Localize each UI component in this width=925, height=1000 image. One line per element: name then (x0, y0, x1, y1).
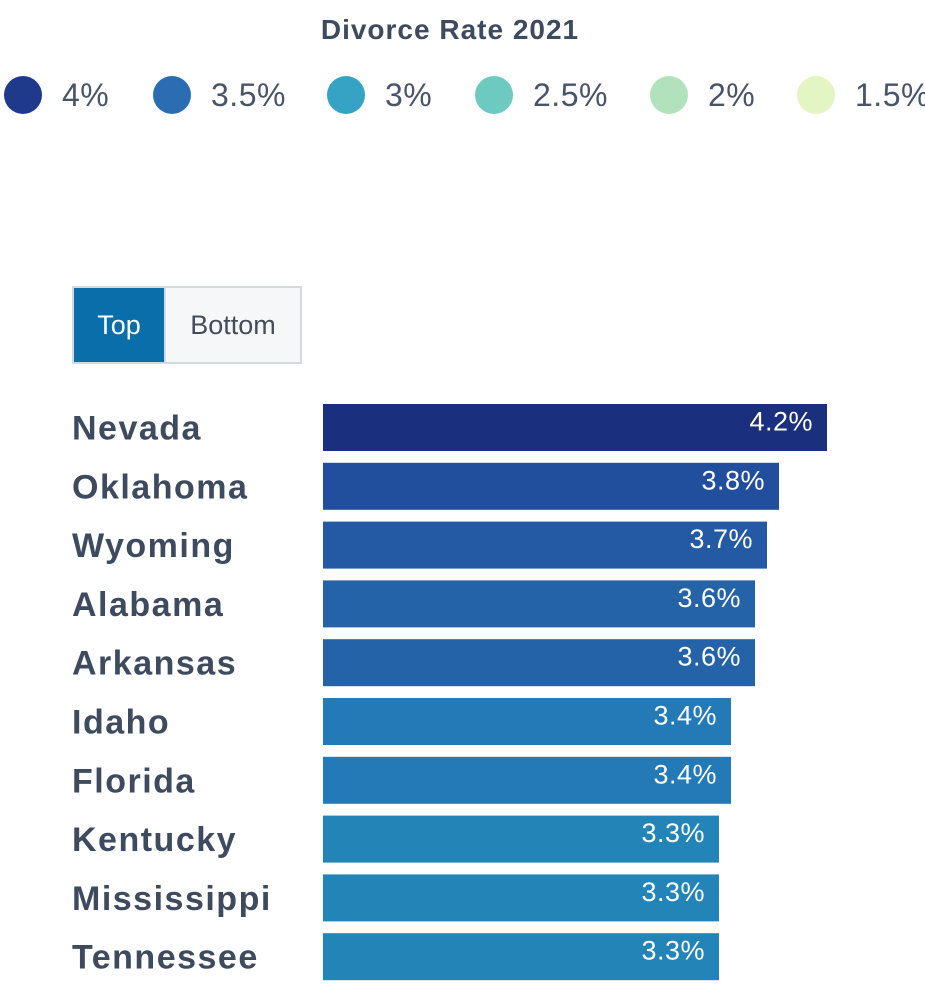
bar[interactable] (323, 874, 719, 922)
state-label: Kentucky (72, 821, 237, 859)
legend-item-2[interactable]: 2% (650, 70, 755, 120)
bar-chart: Nevada 4.2% Oklahoma 3.8% Wyoming 3.7% Alabama… (72, 404, 827, 981)
state-label: Nevada (72, 410, 202, 448)
legend-item-1-5[interactable]: 1.5% (797, 70, 925, 120)
bar-value-label: 3.7% (689, 524, 753, 554)
state-label: Oklahoma (72, 468, 248, 506)
legend-swatch-icon (4, 76, 42, 114)
legend-label: 2.5% (533, 76, 608, 113)
bar[interactable] (323, 756, 731, 804)
legend-swatch-icon (475, 76, 513, 114)
legend: 4% 3.5% 3% 2.5% 2% 1.5% (0, 70, 925, 120)
legend-swatch-icon (153, 76, 191, 114)
legend-label: 2% (708, 76, 756, 113)
bar[interactable] (323, 933, 719, 981)
state-label: Mississippi (72, 880, 272, 918)
bottom-button[interactable]: Bottom (164, 288, 300, 362)
legend-item-2-5[interactable]: 2.5% (475, 70, 608, 120)
legend-swatch-icon (797, 76, 835, 114)
legend-label: 3% (385, 76, 433, 113)
bar[interactable] (323, 462, 779, 510)
bar-value-label: 3.6% (677, 583, 741, 613)
bar[interactable] (323, 639, 755, 687)
bar-value-label: 3.4% (653, 759, 717, 789)
bar-value-label: 3.3% (641, 818, 705, 848)
legend-label: 4% (62, 76, 110, 113)
legend-swatch-icon (650, 76, 688, 114)
state-label: Wyoming (72, 527, 235, 565)
bar[interactable] (323, 815, 719, 863)
bar-value-label: 3.8% (701, 465, 765, 495)
state-label: Tennessee (72, 939, 259, 977)
state-label: Alabama (72, 586, 224, 624)
legend-item-3[interactable]: 3% (327, 70, 432, 120)
legend-swatch-icon (327, 76, 365, 114)
bar-value-label: 3.3% (641, 936, 705, 966)
bar-value-label: 4.2% (749, 407, 813, 437)
legend-label: 3.5% (211, 76, 286, 113)
legend-item-3-5[interactable]: 3.5% (153, 70, 286, 120)
legend-title: Divorce Rate 2021 (320, 14, 580, 45)
bar-value-label: 3.4% (653, 701, 717, 731)
state-label: Idaho (72, 704, 170, 742)
top-button[interactable]: Top (74, 288, 164, 362)
bar-value-label: 3.3% (641, 877, 705, 907)
state-label: Arkansas (72, 645, 237, 683)
bar[interactable] (323, 698, 731, 745)
top-bottom-toggle: Top Bottom (72, 286, 302, 364)
legend-label: 1.5% (855, 76, 925, 113)
bar[interactable] (323, 521, 767, 569)
legend-item-4[interactable]: 4% (4, 70, 109, 120)
bar-value-label: 3.6% (677, 642, 741, 672)
bar[interactable] (323, 580, 755, 628)
bar[interactable] (323, 404, 827, 451)
state-label: Florida (72, 762, 196, 800)
